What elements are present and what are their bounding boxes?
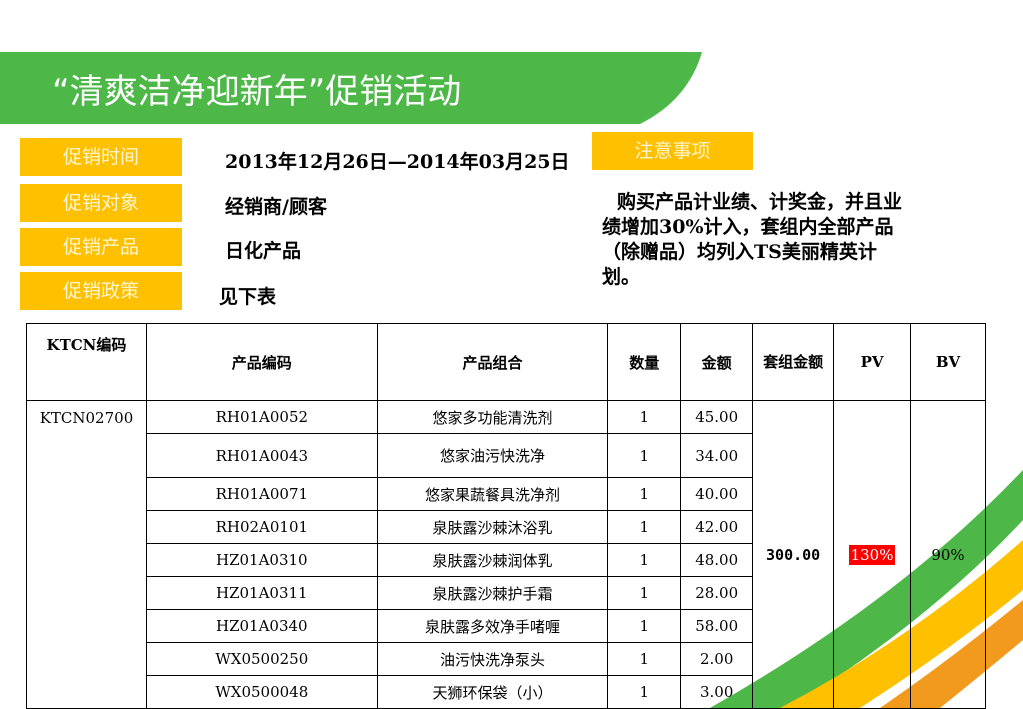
table-row: WX0500250 油污快洗净泵头 1 2.00 <box>27 642 986 676</box>
product-name-cell: 悠家多功能清洗剂 <box>376 400 609 434</box>
table-row: RH02A0101 泉肤露沙棘沐浴乳 1 42.00 <box>27 510 986 544</box>
ktcn-code-cell: KTCN02700 <box>26 400 147 709</box>
table-row: HZ01A0311 泉肤露沙棘护手霜 1 28.00 <box>27 576 986 610</box>
amount-cell: 2.00 <box>680 642 754 676</box>
product-code-cell: RH01A0043 <box>145 433 378 478</box>
amount-cell: 58.00 <box>680 609 754 643</box>
promo-table: KTCN编码 产品编码 产品组合 数量 金额 套组金额 PV BV KTCN02… <box>26 323 986 709</box>
quantity-cell: 1 <box>607 543 682 577</box>
quantity-cell: 1 <box>607 433 682 478</box>
table-row: KTCN02700 RH01A0052 悠家多功能清洗剂 1 45.00 300… <box>26 400 986 709</box>
table-row: RH01A0071 悠家果蔬餐具洗净剂 1 40.00 <box>27 477 986 511</box>
promo-product-label: 促销产品 <box>20 228 182 266</box>
header-pv: PV <box>833 323 912 401</box>
product-code-cell: HZ01A0310 <box>145 543 378 577</box>
set-amount-cell: 300.00 <box>752 400 835 709</box>
product-name-cell: 泉肤露多效净手啫喱 <box>376 609 609 643</box>
notice-label: 注意事项 <box>592 132 753 170</box>
product-code-cell: RH01A0052 <box>145 400 378 434</box>
bv-cell: 90% <box>910 400 986 709</box>
green-header-banner <box>0 52 702 124</box>
header-product-code: 产品编码 <box>145 323 378 401</box>
quantity-cell: 1 <box>607 609 682 643</box>
product-code-cell: HZ01A0311 <box>145 576 378 610</box>
header-quantity: 数量 <box>607 323 682 401</box>
product-code-cell: HZ01A0340 <box>145 609 378 643</box>
header-product-combo: 产品组合 <box>376 323 609 401</box>
quantity-cell: 1 <box>607 477 682 511</box>
pv-cell: 130% <box>833 400 912 709</box>
header-ktcn-code: KTCN编码 <box>26 323 147 401</box>
amount-cell: 34.00 <box>680 433 754 478</box>
product-name-cell: 天狮环保袋（小） <box>376 675 609 709</box>
amount-cell: 3.00 <box>680 675 754 709</box>
product-name-cell: 泉肤露沙棘护手霜 <box>376 576 609 610</box>
quantity-cell: 1 <box>607 400 682 434</box>
notice-text: 购买产品计业绩、计奖金，并且业绩增加30%计入，套组内全部产品（除赠品）均列入T… <box>602 191 903 288</box>
promo-target-label: 促销对象 <box>20 184 182 222</box>
promo-product-value: 日化产品 <box>225 240 302 262</box>
product-name-cell: 泉肤露沙棘沐浴乳 <box>376 510 609 544</box>
table-row: WX0500048 天狮环保袋（小） 1 3.00 <box>27 675 986 709</box>
product-code-cell: WX0500250 <box>145 642 378 676</box>
quantity-cell: 1 <box>607 642 682 676</box>
quantity-cell: 1 <box>607 576 682 610</box>
amount-cell: 40.00 <box>680 477 754 511</box>
product-code-cell: RH01A0071 <box>145 477 378 511</box>
header-bv: BV <box>910 323 986 401</box>
amount-cell: 45.00 <box>680 400 754 434</box>
table-row: HZ01A0310 泉肤露沙棘润体乳 1 48.00 <box>27 543 986 577</box>
header-amount: 金额 <box>680 323 754 401</box>
table-header-row: KTCN编码 产品编码 产品组合 数量 金额 套组金额 PV BV <box>26 323 986 401</box>
promo-time-label: 促销时间 <box>20 138 182 176</box>
amount-cell: 48.00 <box>680 543 754 577</box>
product-name-cell: 油污快洗净泵头 <box>376 642 609 676</box>
header-set-amount: 套组金额 <box>752 323 835 401</box>
promo-policy-label: 促销政策 <box>20 272 182 310</box>
product-code-cell: RH02A0101 <box>145 510 378 544</box>
promo-target-value: 经销商/顾客 <box>225 196 327 218</box>
product-name-cell: 泉肤露沙棘润体乳 <box>376 543 609 577</box>
pv-value: 130% <box>848 544 896 565</box>
amount-cell: 42.00 <box>680 510 754 544</box>
table-row: RH01A0043 悠家油污快洗净 1 34.00 <box>27 433 986 478</box>
promo-policy-value: 见下表 <box>219 286 277 308</box>
quantity-cell: 1 <box>607 510 682 544</box>
page-title: “清爽洁净迎新年”促销活动 <box>52 72 462 112</box>
product-name-cell: 悠家果蔬餐具洗净剂 <box>376 477 609 511</box>
product-name-cell: 悠家油污快洗净 <box>376 433 609 478</box>
amount-cell: 28.00 <box>680 576 754 610</box>
quantity-cell: 1 <box>607 675 682 709</box>
product-code-cell: WX0500048 <box>145 675 378 709</box>
promo-time-value: 2013年12月26日—2014年03月25日 <box>225 151 570 173</box>
